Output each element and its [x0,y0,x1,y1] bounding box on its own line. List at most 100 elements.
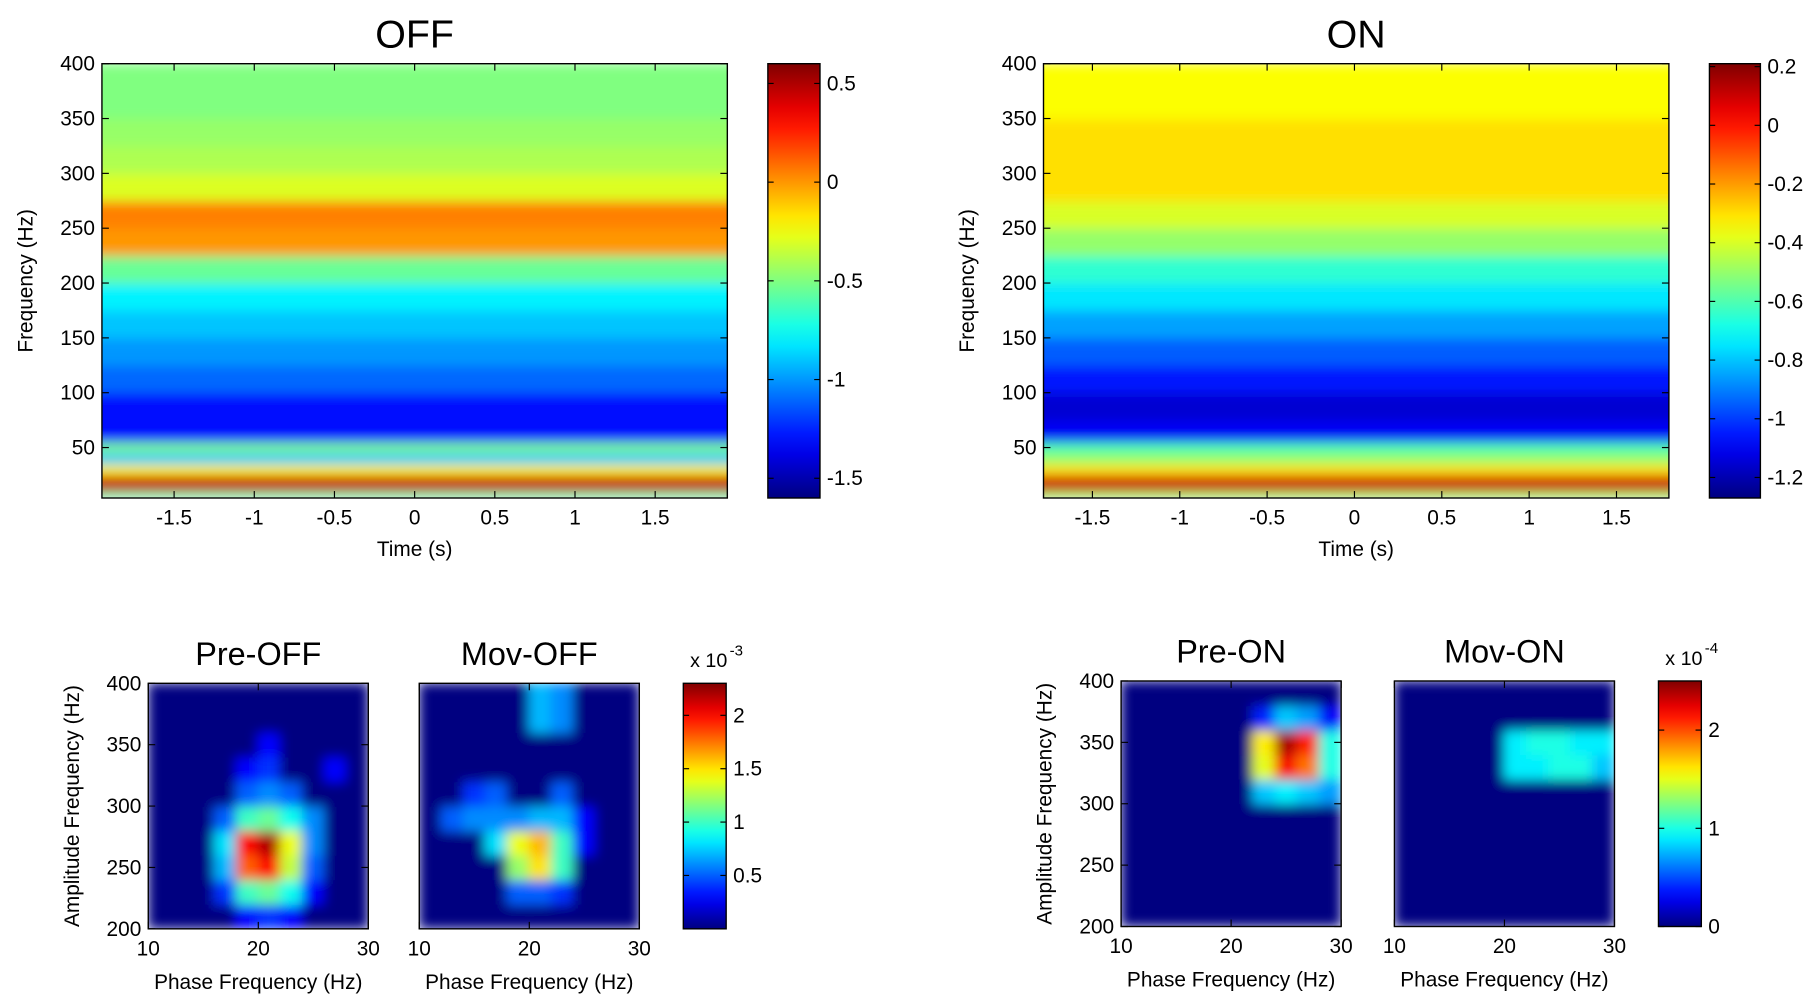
x-tick-label: 1 [1523,507,1535,530]
colorbar-scale: x 10 [690,650,727,672]
x-tick-label: 30 [1330,935,1353,958]
heatmap-cell [616,903,640,929]
y-tick-label: 100 [60,382,95,405]
heatmap-cell [572,756,596,783]
colorbar-exponent: -3 [730,643,743,660]
heatmap-cell [1186,901,1210,927]
heatmap-cell [213,903,237,929]
y-tick-label: 300 [107,795,142,818]
heatmap-cell [213,879,237,905]
heatmap-cell [440,903,464,929]
heatmap-cell [1415,729,1440,756]
heatmap-cell [1547,803,1572,829]
heatmap-cell [440,805,464,832]
colorbar-tick-label: 1 [733,811,745,834]
heatmap-cell [1043,309,1669,339]
heatmap-cell [1296,778,1320,805]
heatmap-cell [550,879,574,905]
axes-title: OFF [375,12,454,56]
x-tick-label: 30 [1603,935,1626,958]
heatmap-cell [101,282,728,312]
heatmap-cell [1252,852,1276,878]
colorbar-tick-label: 0 [827,171,839,194]
heatmap-cell [506,780,530,807]
heatmap-cell [191,805,215,832]
heatmap-cell [528,756,552,783]
heatmap-cells [1394,680,1615,927]
heatmap-cell [1569,901,1594,927]
heatmap-cell [345,805,369,832]
y-tick-label: 350 [1079,731,1114,754]
heatmap-cell [1415,704,1440,731]
heatmap-cell [345,707,369,733]
heatmap-cell [1043,441,1669,454]
heatmap-cell [1481,704,1506,731]
heatmap [101,63,728,498]
heatmap-cell [1481,901,1506,927]
heatmap-cell [1121,704,1144,731]
heatmap-cells [1121,680,1342,927]
x-tick-label: 1.5 [641,507,670,530]
heatmap-cell [440,707,464,733]
heatmap-cell [1591,778,1615,805]
colorbar-tick-label: 2 [1708,719,1720,742]
heatmap-cell [1525,729,1550,756]
heatmap-cell [1164,778,1188,805]
heatmap-cell [101,227,728,257]
x-tick-label: -1 [1170,507,1189,530]
heatmap-cell [148,903,171,929]
heatmap-cell [1164,704,1188,731]
y-tick-label: 350 [60,107,95,130]
heatmap-cell [594,830,618,856]
heatmap-cell [1208,901,1232,927]
x-tick-label: 1.5 [1602,507,1631,530]
heatmap-cells [1043,63,1669,498]
x-tick-label: 30 [357,937,380,960]
heatmap-cell [1569,680,1594,707]
heatmap-cell [1208,876,1232,903]
colorbar [767,63,821,499]
heatmap-cell [1547,901,1572,927]
heatmap-cell [506,683,530,709]
y-tick-label: 200 [1079,915,1114,938]
heatmap-cell [1459,803,1484,829]
heatmap-cell [1296,680,1320,707]
heatmap-cell [1481,680,1506,707]
colorbar [682,682,727,930]
heatmap-cell [301,780,325,807]
heatmap-cell [1318,803,1342,829]
heatmap-cell [506,903,530,929]
heatmap-cell [1547,876,1572,903]
heatmap-cell [1525,778,1550,805]
x-tick-label: 10 [408,937,431,960]
heatmap-cell [616,731,640,758]
colorbar-tick-label: -0.8 [1767,349,1803,372]
heatmap-cell [1186,680,1210,707]
heatmap-cell [235,854,259,881]
heatmap-cell [1274,803,1298,829]
heatmap-cell [301,731,325,758]
heatmap-cell [1164,876,1188,903]
heatmap-cell [1121,754,1144,780]
x-tick-label: 0.5 [1427,507,1456,530]
x-tick-label: 0 [1349,507,1361,530]
heatmap-cell [1525,876,1550,903]
heatmap-cell [1208,680,1232,707]
axes-frame [1042,63,1670,499]
heatmap-cell [1318,729,1342,756]
heatmap-cell [191,879,215,905]
y-axis-label: Amplitude Frequency (Hz) [1034,683,1057,925]
heatmap-cell [1208,827,1232,854]
heatmap-cell [1394,876,1418,903]
heatmap-cell [528,903,552,929]
heatmap-cell [1230,852,1254,878]
y-tick-label: 250 [1079,854,1114,877]
heatmap-cell [1459,827,1484,854]
heatmap-cell [1142,901,1166,927]
axes-title: Mov-OFF [461,636,598,672]
colorbar-tick-label: 0.5 [733,864,762,887]
heatmap-cell [1525,901,1550,927]
heatmap-cell [1230,827,1254,854]
heatmap-cell [1394,754,1418,780]
heatmap-cell [1164,803,1188,829]
